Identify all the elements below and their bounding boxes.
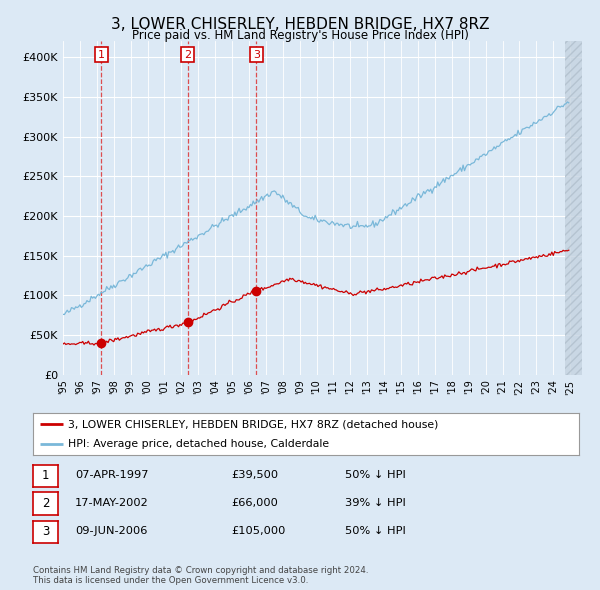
Text: 3: 3 bbox=[42, 525, 49, 538]
Text: £105,000: £105,000 bbox=[231, 526, 286, 536]
Text: HPI: Average price, detached house, Calderdale: HPI: Average price, detached house, Cald… bbox=[68, 439, 329, 449]
Bar bbox=[565, 41, 582, 375]
Text: £66,000: £66,000 bbox=[231, 498, 278, 507]
Text: 1: 1 bbox=[98, 50, 105, 60]
Text: 17-MAY-2002: 17-MAY-2002 bbox=[75, 498, 149, 507]
Text: Price paid vs. HM Land Registry's House Price Index (HPI): Price paid vs. HM Land Registry's House … bbox=[131, 30, 469, 42]
Text: 2: 2 bbox=[42, 497, 49, 510]
Text: Contains HM Land Registry data © Crown copyright and database right 2024.
This d: Contains HM Land Registry data © Crown c… bbox=[33, 566, 368, 585]
Text: 1: 1 bbox=[42, 469, 49, 482]
Text: 09-JUN-2006: 09-JUN-2006 bbox=[75, 526, 148, 536]
Text: 50% ↓ HPI: 50% ↓ HPI bbox=[345, 470, 406, 480]
Text: 3, LOWER CHISERLEY, HEBDEN BRIDGE, HX7 8RZ: 3, LOWER CHISERLEY, HEBDEN BRIDGE, HX7 8… bbox=[111, 17, 489, 31]
Text: £39,500: £39,500 bbox=[231, 470, 278, 480]
Text: 39% ↓ HPI: 39% ↓ HPI bbox=[345, 498, 406, 507]
Text: 07-APR-1997: 07-APR-1997 bbox=[75, 470, 149, 480]
Text: 2: 2 bbox=[184, 50, 191, 60]
Text: 50% ↓ HPI: 50% ↓ HPI bbox=[345, 526, 406, 536]
Text: 3: 3 bbox=[253, 50, 260, 60]
Text: 3, LOWER CHISERLEY, HEBDEN BRIDGE, HX7 8RZ (detached house): 3, LOWER CHISERLEY, HEBDEN BRIDGE, HX7 8… bbox=[68, 419, 439, 430]
